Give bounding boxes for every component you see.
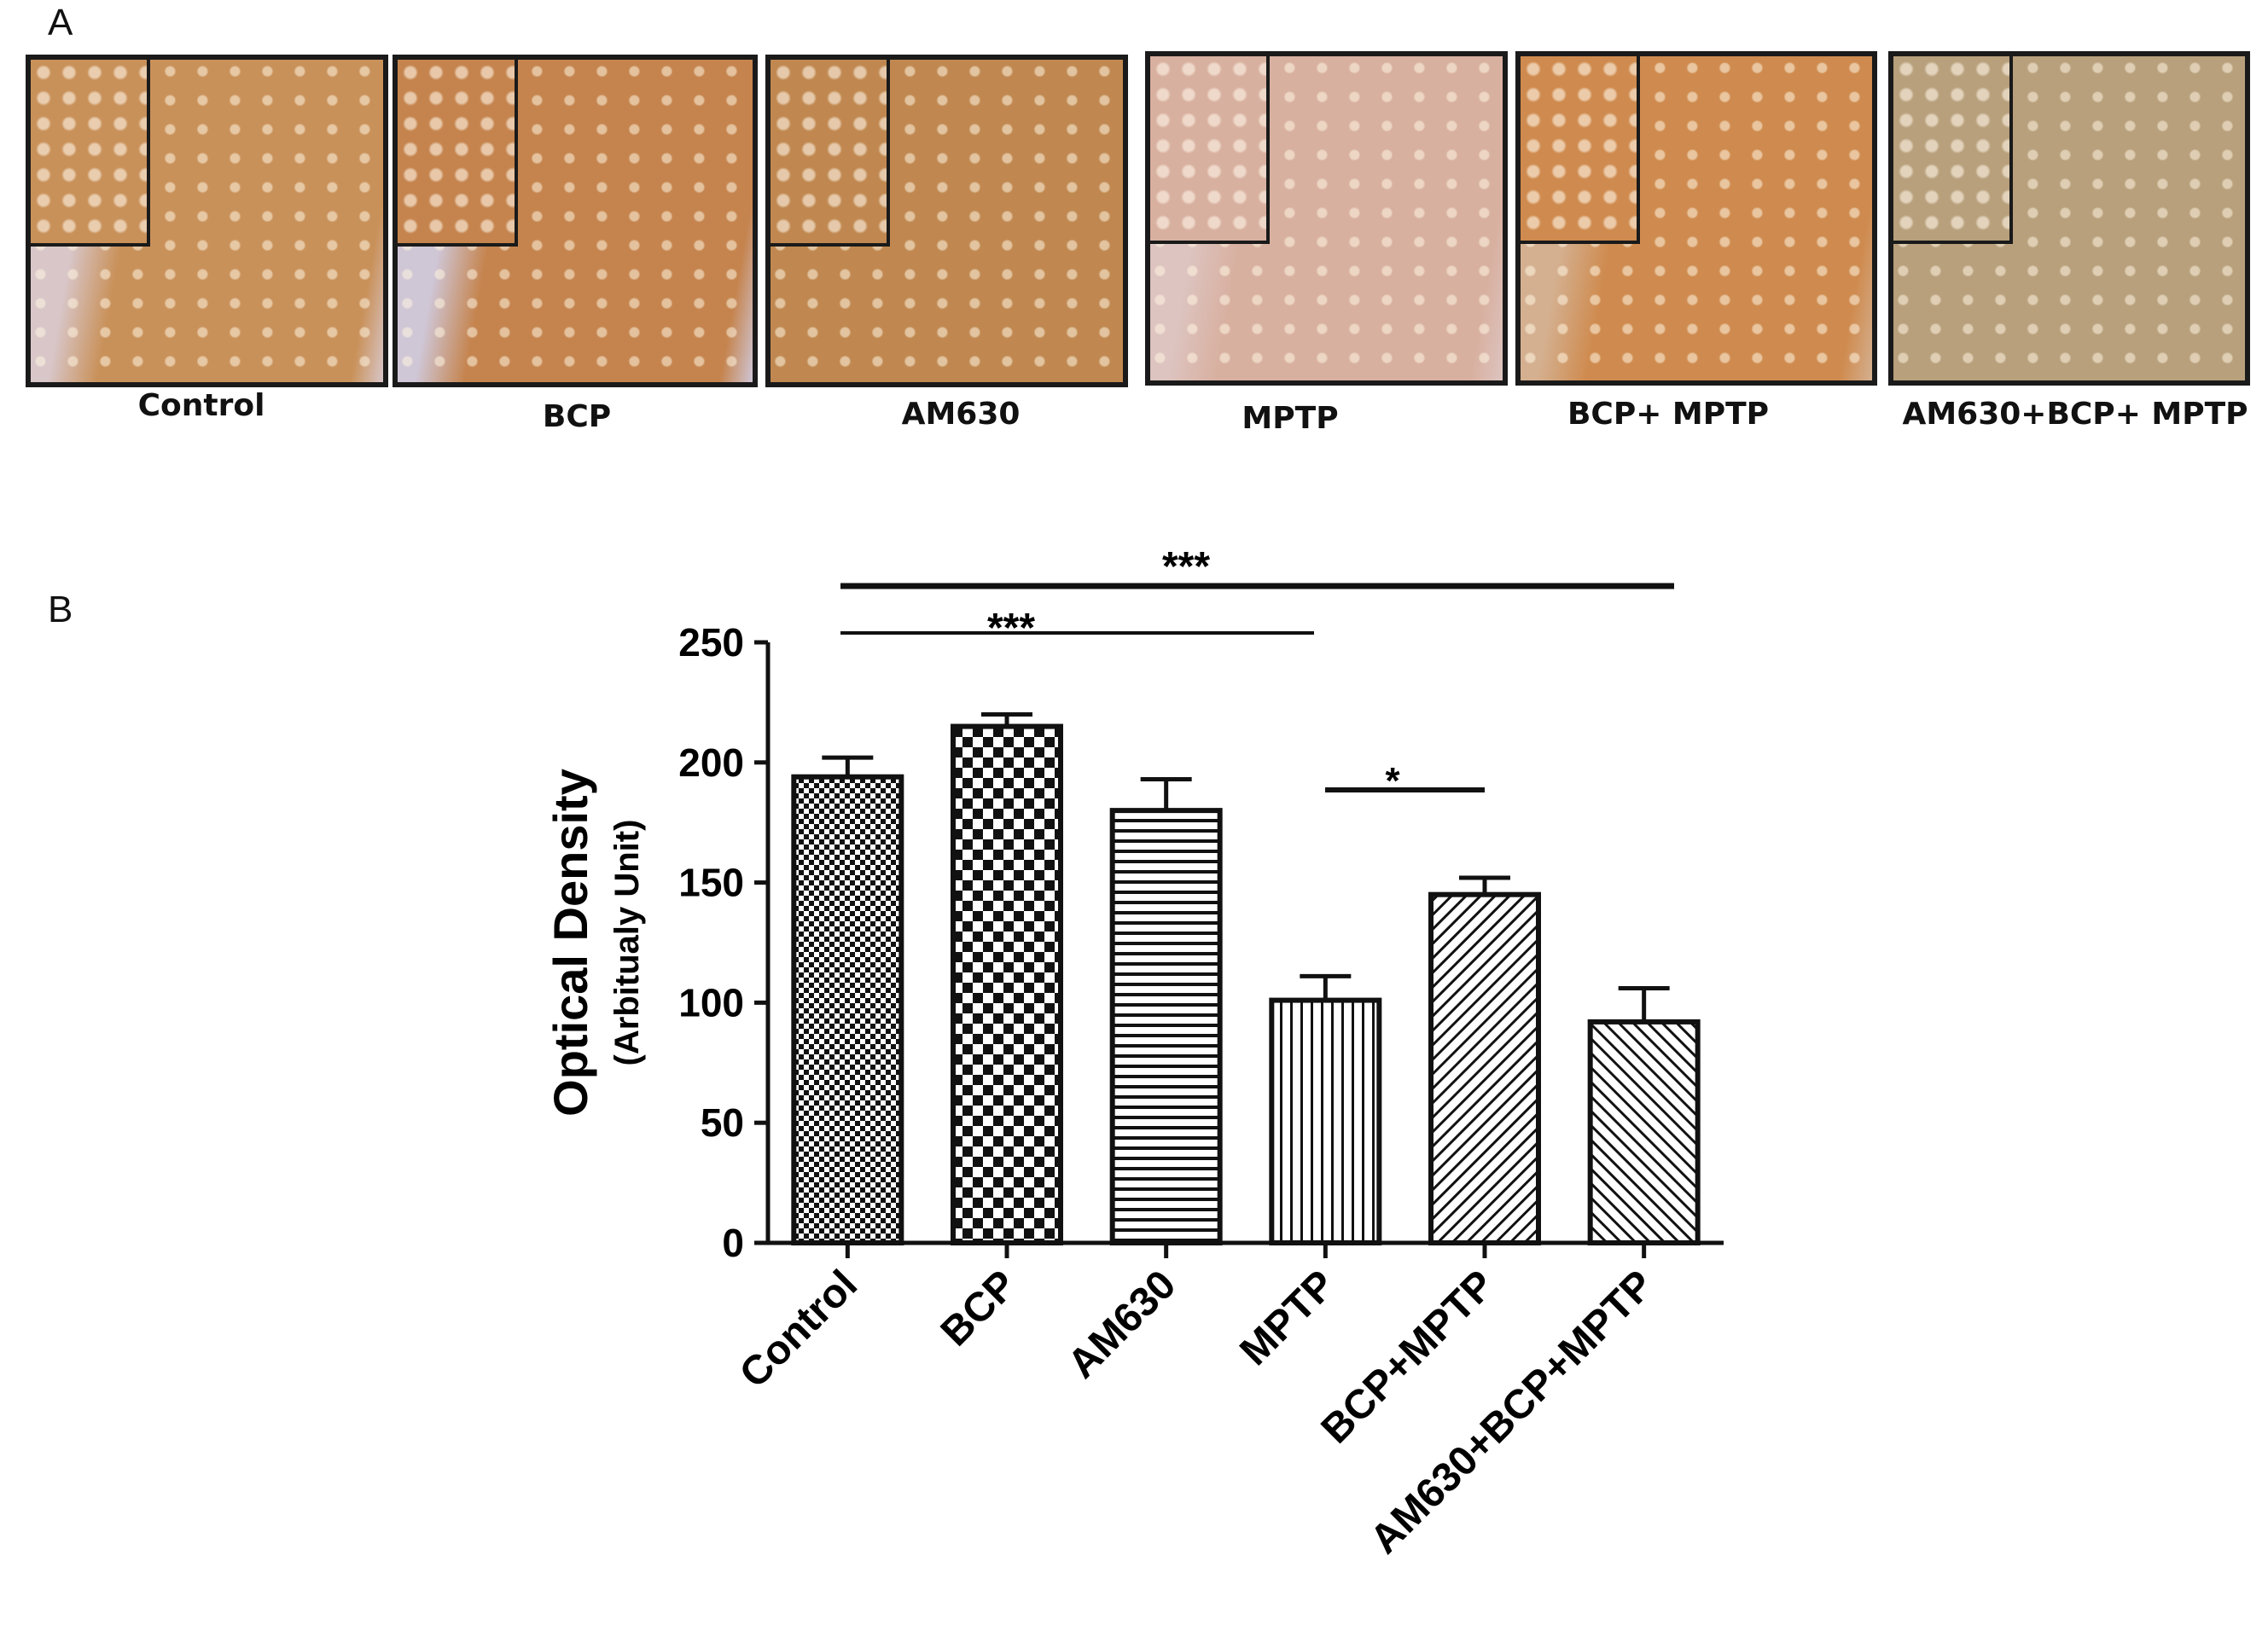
micrograph-3 (765, 55, 1128, 387)
bar-mptp (1269, 997, 1382, 1245)
x-tick-label: Control (731, 1262, 866, 1396)
micrograph-label: BCP (542, 399, 612, 434)
magnified-inset (1150, 56, 1271, 245)
micrograph-label: MPTP (1242, 401, 1339, 436)
magnified-inset (1893, 56, 2014, 245)
micrograph-5 (1515, 51, 1877, 386)
micrograph-4 (1145, 51, 1508, 386)
bar-am630 (1109, 808, 1223, 1245)
micrograph-6 (1888, 51, 2250, 386)
bar-bcp-mptp (1428, 891, 1541, 1246)
panel-b-letter: B (48, 589, 73, 630)
significance-label: *** (987, 606, 1035, 651)
micrograph-label: BCP+ MPTP (1567, 397, 1770, 432)
bar-am630-bcp-mptp (1587, 1019, 1701, 1245)
x-tick-label: AM630 (1060, 1262, 1185, 1387)
y-axis: 0 50 100 150 200 250 (678, 620, 771, 1265)
magnified-inset (771, 60, 891, 247)
y-tick-label: 100 (678, 980, 744, 1024)
y-tick-label: 0 (722, 1221, 744, 1265)
significance-label: * (1385, 760, 1400, 802)
bar-bcp (951, 723, 1063, 1245)
y-tick-label: 200 (678, 740, 744, 785)
micrograph-label: AM630+BCP+ MPTP (1902, 397, 2248, 432)
micrograph-label: Control (137, 388, 265, 423)
micrograph-label: AM630 (901, 397, 1021, 432)
micrograph-2 (393, 55, 758, 387)
panel-a-letter: A (48, 2, 73, 44)
bars: Control BCP AM630 MPTPBCP+MPTPAM630+BCP+MPT… (731, 711, 1701, 1563)
significance-label: *** (1162, 544, 1210, 589)
y-axis-title: Optical Density (544, 769, 597, 1117)
bar-chart: 0 50 100 150 200 250 Optical Density (Arbitua… (544, 544, 1724, 1563)
magnified-inset (31, 60, 151, 247)
magnified-inset (1521, 56, 1641, 245)
x-tick-label: MPTP (1231, 1262, 1344, 1374)
significance-annotations: ******* (840, 544, 1674, 802)
magnified-inset (398, 60, 519, 247)
y-tick-label: 150 (678, 861, 744, 905)
micrograph-1 (26, 55, 388, 387)
x-tick-label: BCP (933, 1262, 1026, 1355)
y-tick-label: 250 (678, 620, 744, 665)
x-tick-label: AM630+BCP+MPTP (1362, 1262, 1662, 1562)
y-axis-subtitle: (Arbitualy Unit) (608, 820, 646, 1066)
y-tick-label: 50 (701, 1100, 744, 1145)
bar-control (791, 774, 904, 1245)
